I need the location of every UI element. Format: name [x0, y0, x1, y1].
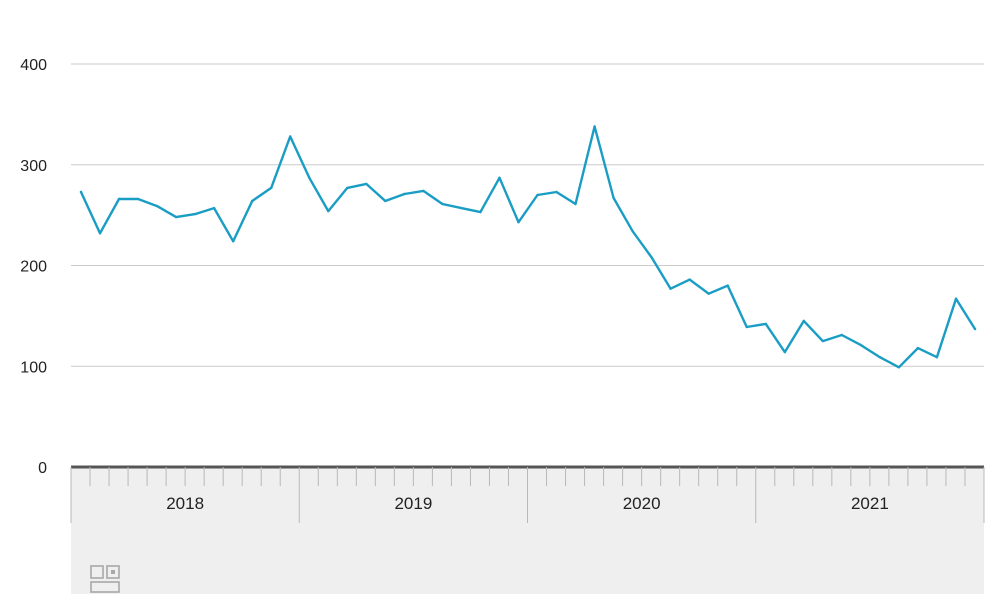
y-axis-ticks: 0 100 200 300 400	[20, 57, 47, 477]
y-tick-label: 0	[38, 460, 47, 477]
data-point-2020-04	[593, 125, 596, 128]
data-point-2021-12	[973, 327, 977, 331]
data-point-2019-12	[517, 221, 520, 224]
data-point-2019-09	[460, 206, 463, 210]
data-point-2018-01	[79, 190, 83, 194]
x-axis: 2018 2019 2020 2021	[70, 465, 985, 523]
data-point-2020-02	[555, 190, 558, 194]
data-point-2020-09	[688, 278, 691, 281]
y-tick-label: 300	[20, 158, 47, 175]
data-point-2018-10	[251, 199, 254, 203]
x-tick-label-year: 2018	[166, 494, 204, 513]
data-point-2019-06	[403, 192, 406, 196]
data-point-2020-07	[650, 256, 653, 259]
data-point-2019-10	[479, 210, 482, 214]
data-point-2020-11	[726, 284, 729, 287]
data-point-2018-06	[174, 215, 178, 219]
y-tick-label: 100	[20, 359, 47, 376]
data-point-2019-05	[384, 199, 387, 203]
data-point-2021-01	[764, 322, 767, 326]
data-point-2018-02	[98, 232, 102, 235]
data-point-2018-08	[212, 206, 216, 210]
y-tick-label: 200	[20, 259, 47, 276]
data-point-2020-10	[707, 292, 710, 295]
data-point-2018-12	[289, 135, 292, 138]
data-point-2020-01	[536, 193, 539, 197]
data-point-2018-05	[155, 204, 159, 208]
data-point-2021-08	[897, 366, 901, 369]
data-point-2018-03	[117, 197, 121, 201]
data-point-2019-11	[498, 176, 501, 179]
data-point-2020-05	[612, 196, 615, 200]
data-point-2019-04	[365, 182, 368, 186]
x-tick-label-year: 2021	[851, 494, 889, 513]
data-point-2021-07	[878, 356, 882, 359]
data-point-2020-03	[574, 202, 577, 206]
data-point-2019-02	[327, 209, 330, 213]
data-point-2018-09	[232, 240, 235, 243]
data-point-2019-07	[422, 189, 425, 193]
series-line-0	[79, 125, 977, 369]
data-point-2019-03	[346, 186, 349, 190]
data-point-2021-02	[783, 350, 786, 354]
data-point-2018-07	[193, 212, 197, 216]
cbs-logo-icon	[90, 565, 120, 593]
gridlines	[71, 63, 984, 367]
x-tick-label-year: 2020	[623, 494, 661, 513]
data-point-2020-08	[669, 287, 672, 290]
data-point-2018-04	[136, 197, 140, 201]
y-tick-label: 400	[20, 57, 47, 74]
data-point-2020-06	[631, 230, 634, 233]
x-tick-label-year: 2019	[394, 494, 432, 513]
data-point-2021-06	[859, 343, 863, 347]
data-point-2021-11	[954, 297, 958, 300]
data-point-2019-08	[441, 202, 444, 206]
series-layer	[79, 125, 977, 369]
data-point-2021-04	[821, 339, 824, 343]
data-point-2018-11	[270, 186, 273, 190]
data-point-2020-12	[745, 325, 748, 329]
data-point-2021-10	[935, 356, 939, 359]
data-point-2021-09	[916, 346, 920, 350]
data-point-2021-05	[840, 333, 843, 337]
data-point-2019-01	[308, 176, 311, 179]
data-point-2021-03	[802, 319, 805, 323]
